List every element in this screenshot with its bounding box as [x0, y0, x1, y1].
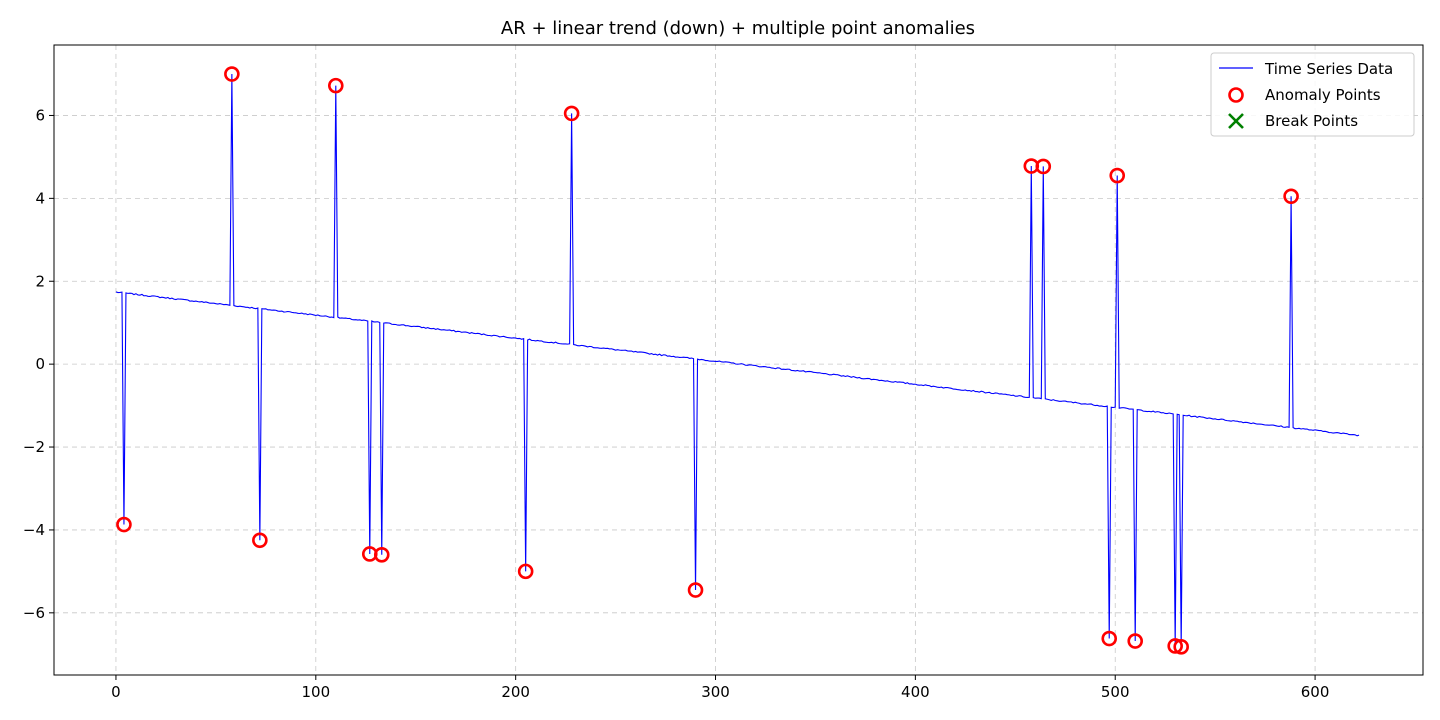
time-series-line — [115, 74, 1360, 647]
y-tick-label: −4 — [23, 521, 45, 539]
anomaly-point — [1109, 167, 1126, 184]
y-tick-label: −6 — [23, 604, 45, 622]
x-tick-label: 200 — [501, 683, 530, 701]
x-tick-label: 0 — [111, 683, 121, 701]
series-layer — [115, 66, 1360, 655]
anomaly-point — [224, 66, 240, 82]
anomaly-point — [116, 516, 132, 533]
anomaly-point — [1035, 158, 1052, 175]
y-tick-label: 6 — [35, 106, 45, 124]
y-tick-label: 0 — [35, 355, 45, 373]
legend-label-break: Break Points — [1265, 112, 1358, 130]
anomaly-point — [687, 582, 704, 598]
anomaly-point — [517, 563, 534, 580]
anomaly-point — [563, 105, 580, 122]
x-tick-label: 100 — [301, 683, 330, 701]
anomaly-point — [327, 77, 344, 94]
legend: Time Series Data Anomaly Points Break Po… — [1210, 52, 1415, 137]
legend-label-series: Time Series Data — [1264, 60, 1393, 78]
x-tick-label: 300 — [701, 683, 730, 701]
y-tick-label: 4 — [35, 189, 45, 207]
legend-anomaly-marker — [1228, 87, 1244, 103]
x-tick-label: 500 — [1101, 683, 1130, 701]
x-tick-label: 600 — [1301, 683, 1330, 701]
anomaly-point — [252, 532, 268, 549]
y-tick-label: −2 — [23, 438, 45, 456]
legend-label-anomaly: Anomaly Points — [1265, 86, 1381, 104]
anomaly-point — [1283, 188, 1299, 205]
anomaly-point — [1173, 639, 1189, 655]
axes: 0 100 200 300 400 500 600 −6 −4 −2 0 2 4 6 — [23, 106, 1330, 701]
y-tick-label: 2 — [35, 272, 45, 290]
plot-frame — [53, 44, 1424, 676]
legend-box — [1210, 52, 1415, 137]
anomaly-point — [373, 547, 390, 563]
x-tick-label: 400 — [901, 683, 930, 701]
anomaly-point — [1167, 638, 1183, 654]
legend-break-marker — [1228, 113, 1244, 129]
anomaly-point — [1101, 630, 1118, 647]
anomaly-point — [1127, 633, 1144, 649]
chart-title: AR + linear trend (down) + multiple poin… — [501, 18, 975, 39]
